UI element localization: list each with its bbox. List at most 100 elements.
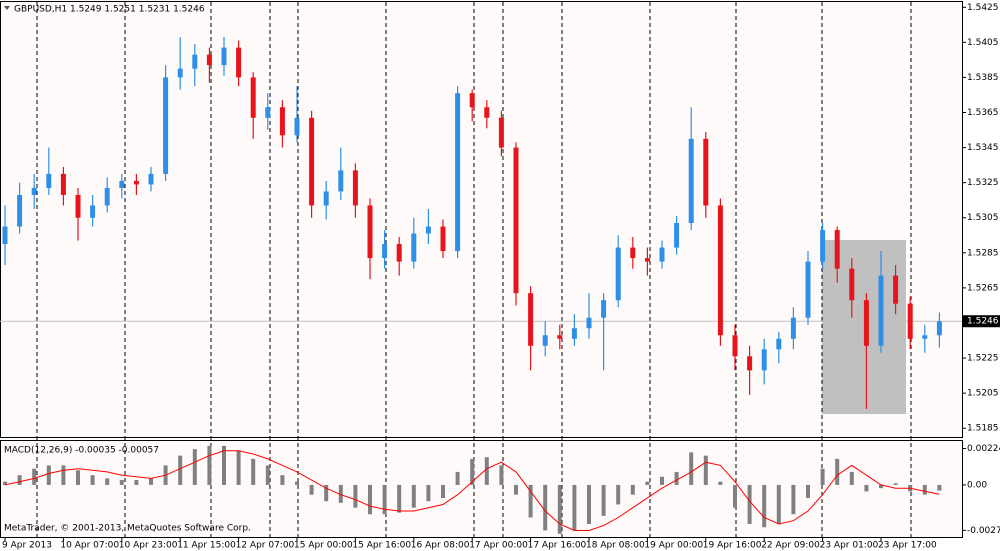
- candle-body: [820, 230, 826, 262]
- candle-body: [411, 233, 417, 262]
- y-tick-label: 1.5205: [967, 389, 999, 399]
- candle-body: [455, 93, 461, 252]
- y-tick-label: 1.5285: [967, 248, 999, 258]
- current-price-box: [962, 315, 1000, 328]
- period-separators: [36, 2, 912, 537]
- candle-body: [323, 191, 329, 206]
- macd-bar: [922, 484, 927, 495]
- macd-bar: [222, 445, 226, 485]
- candle-body: [484, 107, 490, 118]
- macd-bar: [937, 484, 942, 491]
- macd-bar: [455, 471, 460, 485]
- candle-body: [878, 275, 884, 346]
- macd-bar: [849, 471, 854, 485]
- macd-bar: [601, 484, 606, 516]
- candle-body: [615, 247, 621, 301]
- candle-body: [834, 230, 840, 269]
- macd-bar: [105, 478, 110, 485]
- macd-bar: [3, 481, 7, 485]
- candle-body: [674, 223, 680, 248]
- candle-body: [206, 54, 212, 66]
- macd-bar: [17, 475, 22, 485]
- x-tick-label: 19 Apr 16:00: [703, 541, 762, 551]
- x-tick-label: 11 Apr 15:00: [177, 541, 236, 551]
- candle-body: [557, 335, 563, 339]
- macd-bar: [119, 480, 124, 485]
- candle-body: [75, 194, 81, 218]
- candle-body: [148, 173, 154, 185]
- candle-body: [513, 147, 519, 294]
- candle-body: [790, 317, 796, 339]
- candle-body: [396, 244, 402, 262]
- macd-bar: [864, 484, 869, 492]
- macd-bar: [572, 484, 577, 531]
- candle-body: [644, 258, 650, 262]
- candle-body: [104, 187, 110, 206]
- y-tick-label: 1.5365: [967, 108, 999, 118]
- x-tick-label: 17 Apr 00:00: [469, 541, 528, 551]
- candle-body: [863, 300, 869, 346]
- macd-bar: [149, 478, 153, 485]
- candle-body: [425, 226, 431, 234]
- signal-line: [4, 450, 940, 531]
- macd-bar: [338, 484, 343, 503]
- macd-bar: [251, 458, 256, 485]
- y-tick-label: -0.00279: [967, 526, 1000, 536]
- candle-body: [309, 117, 315, 206]
- macd-bar: [718, 481, 723, 485]
- x-tick-label: 18 Apr 08:00: [586, 541, 645, 551]
- y-tick-label: 1.5225: [967, 354, 999, 364]
- candle-body: [2, 226, 8, 245]
- candle-body: [630, 247, 636, 259]
- candle-body: [601, 300, 607, 318]
- chart-title: GBPUSD,H1 1.5249 1.5251 1.5231 1.5246: [14, 5, 205, 15]
- candle-body: [265, 107, 271, 118]
- macd-bar: [441, 484, 445, 498]
- y-tick-label: 1.5425: [967, 3, 999, 13]
- candle-body: [236, 47, 242, 78]
- candle-body: [338, 170, 344, 192]
- candle-body: [31, 187, 37, 195]
- macd-bar: [674, 471, 679, 485]
- candle-body: [367, 205, 373, 259]
- macd-bar: [46, 465, 51, 485]
- y-tick-label: 0.00: [967, 480, 987, 490]
- macd-bar: [820, 468, 825, 485]
- macd-title: MACD(12,26,9) -0.00035 -0.00057: [4, 446, 159, 456]
- macd-bar: [762, 484, 767, 528]
- macd-bar: [835, 458, 840, 485]
- candle-body: [849, 268, 855, 301]
- candle-body: [498, 117, 504, 148]
- macd-bar: [543, 484, 548, 531]
- candle-body: [703, 138, 709, 206]
- candle-body: [659, 247, 665, 262]
- macd-bar: [470, 458, 475, 485]
- y-tick-label: 1.5265: [967, 283, 999, 293]
- candle-body: [571, 328, 577, 339]
- macd-bar: [397, 484, 402, 513]
- macd-bar: [32, 468, 37, 485]
- y-tick-label: 1.5305: [967, 213, 999, 223]
- candle-body: [192, 54, 198, 69]
- macd-bar: [893, 483, 898, 485]
- macd-bar: [806, 484, 810, 498]
- x-tick-label: 10 Apr 07:00: [60, 541, 119, 551]
- x-tick-label: 16 Apr 08:00: [411, 541, 470, 551]
- x-tick-label: 10 Apr 23:00: [119, 541, 178, 551]
- macd-bar: [280, 475, 285, 485]
- macd-bar: [90, 475, 95, 485]
- candle-body: [279, 107, 285, 136]
- candle-body: [352, 170, 358, 206]
- y-tick-label: 1.5325: [967, 178, 999, 188]
- macd-bar: [557, 484, 562, 534]
- candle-body: [382, 244, 388, 259]
- candle-body: [60, 173, 66, 195]
- candle-body: [17, 194, 23, 227]
- candle-body: [586, 317, 592, 329]
- candle-body: [119, 180, 125, 188]
- macd-bar: [703, 455, 708, 485]
- macd-bar: [660, 476, 664, 485]
- candle-body: [90, 205, 96, 218]
- candle-body: [294, 117, 300, 136]
